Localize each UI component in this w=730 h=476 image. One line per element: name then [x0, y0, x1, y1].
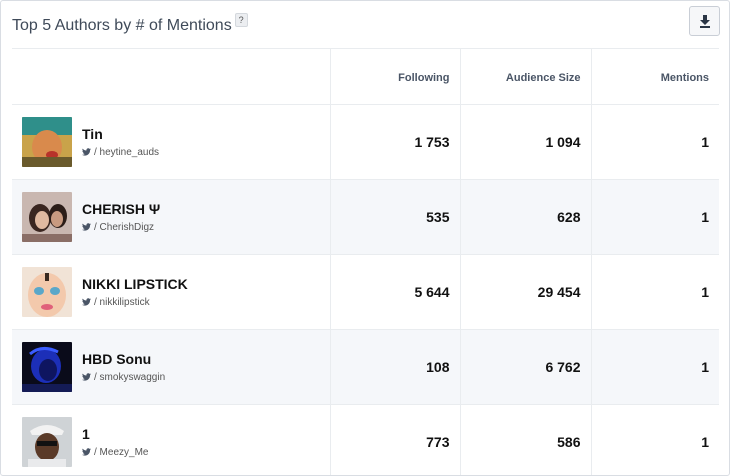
help-icon[interactable]: ?: [234, 13, 248, 27]
table-header-row: Following Audience Size Mentions: [12, 49, 719, 104]
column-header-following[interactable]: Following: [329, 49, 460, 104]
table-row: HBD Sonu / smokyswaggin 108 6: [12, 328, 719, 404]
avatar[interactable]: [22, 116, 72, 167]
column-header-audience-size[interactable]: Audience Size: [459, 49, 591, 104]
author-name[interactable]: NIKKI LIPSTICK: [82, 275, 188, 292]
mentions-cell: 1: [590, 253, 719, 329]
mentions-cell: 1: [590, 403, 719, 475]
audience-size-cell: 628: [459, 178, 591, 254]
twitter-icon: [82, 223, 91, 231]
twitter-icon: [82, 148, 91, 156]
following-cell: 535: [329, 178, 460, 254]
author-name[interactable]: Tin: [82, 125, 103, 142]
avatar[interactable]: [22, 416, 72, 467]
column-header-author: [12, 49, 330, 104]
table-row: NIKKI LIPSTICK / nikkilipstick 5 644: [12, 253, 719, 329]
following-cell: 108: [329, 328, 460, 404]
mentions-cell: 1: [590, 103, 719, 179]
author-cell: CHERISH Ψ / CherishDigz: [12, 178, 330, 254]
avatar[interactable]: [22, 191, 72, 242]
author-handle[interactable]: / heytine_auds: [94, 146, 160, 158]
author-cell: 1 / Meezy_Me: [12, 403, 330, 475]
following-cell: 5 644: [329, 253, 460, 329]
twitter-icon: [82, 448, 91, 456]
author-handle[interactable]: / CherishDigz: [94, 221, 155, 233]
table-row: Tin / heytine_auds 1 753 1 094: [12, 103, 719, 179]
author-cell: Tin / heytine_auds: [12, 103, 330, 179]
column-header-mentions[interactable]: Mentions: [590, 49, 719, 104]
avatar[interactable]: [22, 341, 72, 392]
table-row: 1 / Meezy_Me 773 586: [12, 403, 719, 475]
audience-size-cell: 29 454: [459, 253, 591, 329]
avatar[interactable]: [22, 266, 72, 317]
download-icon: [699, 14, 710, 28]
widget-title: Top 5 Authors by # of Mentions: [12, 17, 232, 34]
author-handle[interactable]: / Meezy_Me: [94, 446, 149, 458]
author-name[interactable]: HBD Sonu: [82, 350, 152, 367]
following-cell: 1 753: [329, 103, 460, 179]
download-button[interactable]: [689, 6, 720, 36]
widget-title-row: Top 5 Authors by # of Mentions ?: [12, 13, 248, 35]
authors-table: Following Audience Size Mentions: [12, 49, 719, 475]
mentions-cell: 1: [590, 328, 719, 404]
twitter-icon: [82, 298, 91, 306]
author-handle[interactable]: / smokyswaggin: [94, 371, 166, 383]
author-name[interactable]: 1: [82, 425, 90, 442]
author-cell: HBD Sonu / smokyswaggin: [12, 328, 330, 404]
mentions-cell: 1: [590, 178, 719, 254]
author-handle[interactable]: / nikkilipstick: [94, 296, 150, 308]
following-cell: 773: [329, 403, 460, 475]
audience-size-cell: 1 094: [459, 103, 591, 179]
author-cell: NIKKI LIPSTICK / nikkilipstick: [12, 253, 330, 329]
audience-size-cell: 586: [459, 403, 591, 475]
audience-size-cell: 6 762: [459, 328, 591, 404]
author-name[interactable]: CHERISH Ψ: [82, 200, 161, 217]
twitter-icon: [82, 373, 91, 381]
table-row: CHERISH Ψ / CherishDigz 535 62: [12, 178, 719, 254]
authors-table-container: Following Audience Size Mentions: [12, 48, 719, 475]
